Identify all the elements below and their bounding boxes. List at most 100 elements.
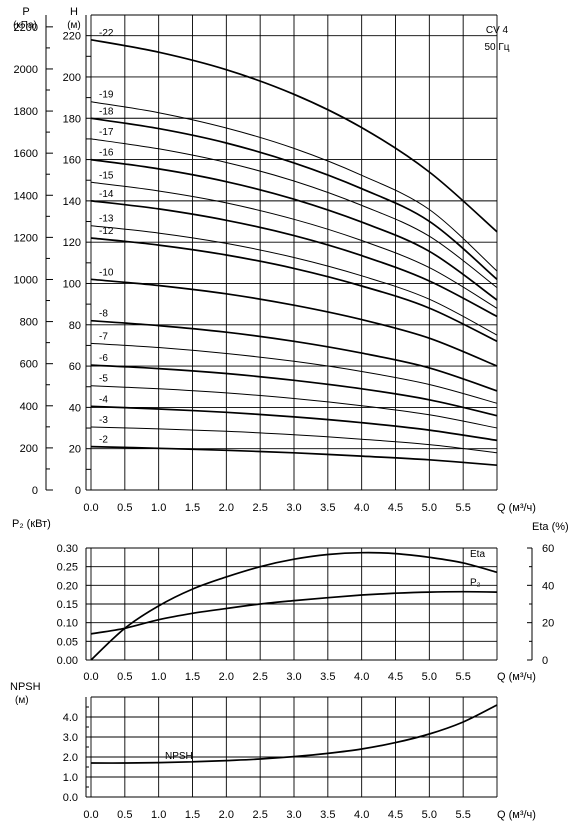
stage-label: -5: [99, 374, 108, 385]
x-tick-label: 4.0: [354, 671, 369, 683]
stage-label: -13: [99, 214, 114, 225]
stage-label: -12: [99, 226, 114, 237]
x-tick-label: 5.0: [422, 502, 437, 514]
h-tick-label: 160: [63, 155, 81, 167]
tick-layer: 0.0 0.5 1.0 1.5 2.0 2.5 3.0 3.5 4.0 4.5 5.0 5.5 0 20 4…: [14, 22, 555, 821]
p2-tick-label: 0.30: [57, 543, 78, 555]
stage-label: -15: [99, 170, 114, 181]
p2-tick-label: 0.15: [57, 599, 78, 611]
main-x-axis-label: Q (м³/ч): [497, 502, 536, 514]
h-tick-label: 40: [69, 402, 81, 414]
eta-tick-label: 60: [542, 543, 554, 555]
eta-tick-label: 20: [542, 618, 554, 630]
npsh-tick-label: 1.0: [63, 772, 78, 784]
p2-tick-label: 0.20: [57, 580, 78, 592]
x-tick-label: 1.0: [151, 502, 166, 514]
x-tick-label: 3.5: [320, 671, 335, 683]
p-tick-label: 800: [20, 317, 38, 329]
main-right-axis-label: H: [70, 6, 78, 18]
x-tick-label: 5.5: [456, 502, 471, 514]
p2-tick-label: 0.25: [57, 562, 78, 574]
h-tick-label: 120: [63, 237, 81, 249]
head-curve: [90, 319, 498, 392]
h-tick-label: 180: [63, 113, 81, 125]
p-tick-label: 1800: [14, 106, 38, 118]
npsh-curve: [90, 704, 498, 764]
head-curve: [90, 38, 498, 233]
p2-axis-label: P₂ (кВт): [12, 518, 51, 530]
curves-layer: [90, 38, 498, 764]
p2-tick-label: 0.00: [57, 655, 78, 667]
stage-label: -17: [99, 127, 114, 138]
stage-label: -14: [99, 189, 114, 200]
head-curve: [90, 342, 498, 404]
x-tick-label: 2.5: [253, 502, 268, 514]
x-tick-label: 2.5: [253, 809, 268, 821]
h-tick-label: 60: [69, 361, 81, 373]
x-tick-label: 1.0: [151, 671, 166, 683]
h-tick-label: 140: [63, 196, 81, 208]
stage-label: -2: [99, 435, 108, 446]
x-tick-label: 2.5: [253, 671, 268, 683]
x-tick-label: 3.0: [286, 502, 301, 514]
p-tick-label: 200: [20, 443, 38, 455]
stage-label: -22: [99, 28, 114, 39]
stage-label: -10: [99, 267, 114, 278]
head-curve: [90, 225, 498, 336]
head-curve: [90, 385, 498, 429]
x-tick-label: 0.0: [83, 502, 98, 514]
grid-layer: [45, 14, 533, 798]
x-tick-label: 4.5: [388, 671, 403, 683]
npsh-tick-label: 0.0: [63, 792, 78, 804]
npsh-x-axis-label: Q (м³/ч): [497, 809, 536, 821]
eta-curve: [90, 551, 498, 661]
head-curve: [90, 426, 498, 454]
stage-label: -4: [99, 394, 108, 405]
npsh-tick-label: 4.0: [63, 712, 78, 724]
x-tick-label: 3.0: [286, 809, 301, 821]
npsh-tick-label: 3.0: [63, 732, 78, 744]
p-tick-label: 1600: [14, 148, 38, 160]
h-tick-label: 200: [63, 72, 81, 84]
series-label: NPSH: [165, 751, 193, 762]
main-left-axis-label: P: [22, 6, 29, 18]
x-tick-label: 1.0: [151, 809, 166, 821]
npsh-tick-label: 2.0: [63, 752, 78, 764]
head-curve: [90, 445, 498, 467]
head-curve: [90, 200, 498, 318]
h-tick-label: 20: [69, 444, 81, 456]
x-tick-label: 1.5: [185, 502, 200, 514]
x-tick-label: 0.5: [117, 502, 132, 514]
head-curve: [90, 158, 498, 301]
head-curve: [90, 364, 498, 417]
power-x-axis-label: Q (м³/ч): [497, 671, 536, 683]
head-curve: [90, 101, 498, 272]
h-tick-label: 0: [75, 485, 81, 497]
p2-curve: [90, 590, 498, 635]
head-curve: [90, 278, 498, 367]
x-tick-label: 3.5: [320, 809, 335, 821]
x-tick-label: 3.5: [320, 502, 335, 514]
x-tick-label: 5.0: [422, 809, 437, 821]
x-tick-label: 2.0: [219, 671, 234, 683]
x-tick-label: 5.5: [456, 671, 471, 683]
x-tick-label: 0.0: [83, 671, 98, 683]
p-tick-label: 1000: [14, 274, 38, 286]
eta-axis-label: Eta (%): [532, 521, 569, 533]
h-tick-label: 100: [63, 278, 81, 290]
head-curve: [90, 237, 498, 343]
stage-label: -16: [99, 148, 114, 159]
head-curve: [90, 181, 498, 309]
series-label: Eta: [470, 549, 485, 560]
stage-label: -8: [99, 309, 108, 320]
x-tick-label: 4.5: [388, 809, 403, 821]
h-tick-label: 220: [63, 31, 81, 43]
x-tick-label: 5.5: [456, 809, 471, 821]
x-tick-label: 1.5: [185, 809, 200, 821]
stage-label: -7: [99, 331, 108, 342]
p-tick-label: 400: [20, 401, 38, 413]
x-tick-label: 2.0: [219, 502, 234, 514]
stage-label: -19: [99, 90, 114, 101]
p-tick-label: 2000: [14, 64, 38, 76]
